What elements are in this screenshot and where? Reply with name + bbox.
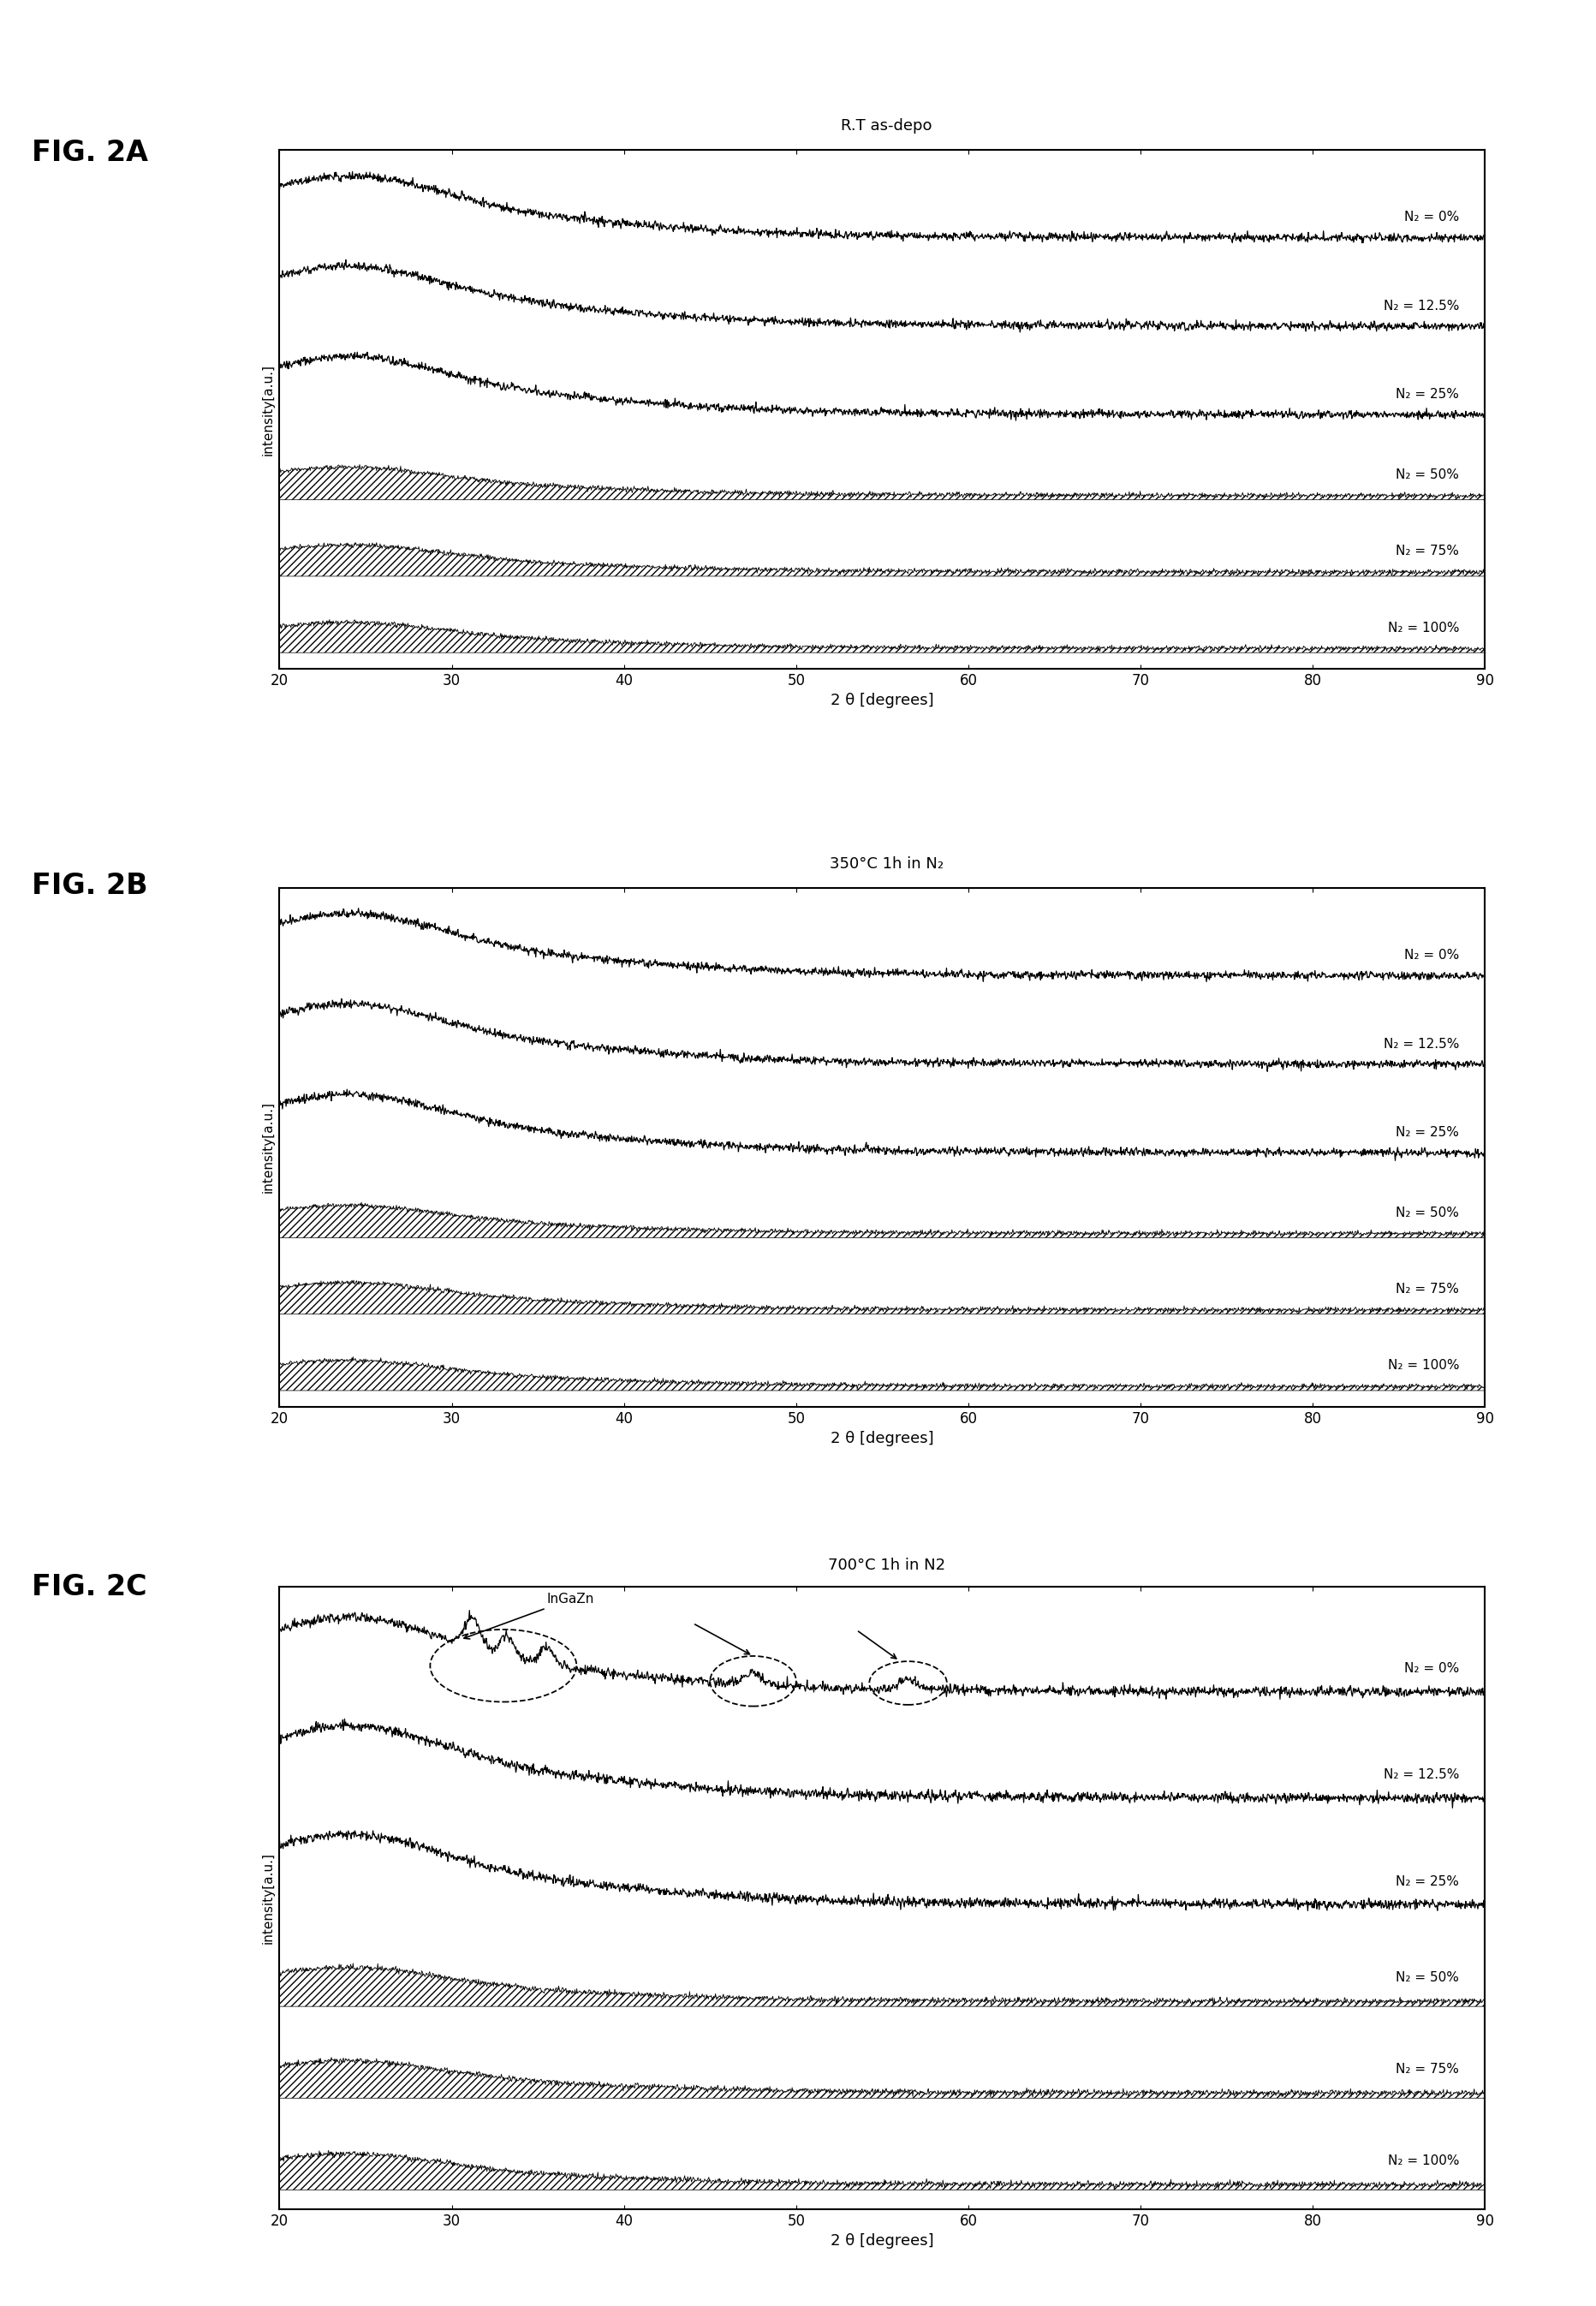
Text: FIG. 2A: FIG. 2A xyxy=(32,138,148,166)
Text: N₂ = 75%: N₂ = 75% xyxy=(1395,2064,1459,2075)
Text: N₂ = 25%: N₂ = 25% xyxy=(1395,1875,1459,1889)
Y-axis label: intensity[a.u.]: intensity[a.u.] xyxy=(262,1852,275,1944)
Text: N₂ = 75%: N₂ = 75% xyxy=(1395,1282,1459,1296)
Text: N₂ = 0%: N₂ = 0% xyxy=(1403,1663,1459,1676)
Text: 350°C 1h in N₂: 350°C 1h in N₂ xyxy=(828,856,943,872)
Text: N₂ = 12.5%: N₂ = 12.5% xyxy=(1382,300,1459,311)
Text: N₂ = 100%: N₂ = 100% xyxy=(1387,2154,1459,2168)
Text: N₂ = 12.5%: N₂ = 12.5% xyxy=(1382,1769,1459,1783)
Text: N₂ = 50%: N₂ = 50% xyxy=(1395,468,1459,482)
Text: FIG. 2C: FIG. 2C xyxy=(32,1573,147,1600)
X-axis label: 2 θ [degrees]: 2 θ [degrees] xyxy=(830,694,934,708)
Text: R.T as-depo: R.T as-depo xyxy=(839,118,932,134)
Text: N₂ = 25%: N₂ = 25% xyxy=(1395,387,1459,401)
Text: N₂ = 50%: N₂ = 50% xyxy=(1395,1206,1459,1220)
Text: N₂ = 100%: N₂ = 100% xyxy=(1387,620,1459,634)
Text: N₂ = 0%: N₂ = 0% xyxy=(1403,212,1459,224)
X-axis label: 2 θ [degrees]: 2 θ [degrees] xyxy=(830,1432,934,1446)
Text: FIG. 2B: FIG. 2B xyxy=(32,872,148,899)
Text: N₂ = 12.5%: N₂ = 12.5% xyxy=(1382,1038,1459,1049)
Text: N₂ = 0%: N₂ = 0% xyxy=(1403,950,1459,962)
Text: N₂ = 25%: N₂ = 25% xyxy=(1395,1125,1459,1139)
Text: N₂ = 75%: N₂ = 75% xyxy=(1395,544,1459,558)
Text: N₂ = 100%: N₂ = 100% xyxy=(1387,1358,1459,1372)
Text: 700°C 1h in N2: 700°C 1h in N2 xyxy=(827,1557,945,1573)
X-axis label: 2 θ [degrees]: 2 θ [degrees] xyxy=(830,2235,934,2248)
Y-axis label: intensity[a.u.]: intensity[a.u.] xyxy=(262,1102,275,1192)
Y-axis label: intensity[a.u.]: intensity[a.u.] xyxy=(262,364,275,454)
Text: N₂ = 50%: N₂ = 50% xyxy=(1395,1972,1459,1983)
Text: InGaZn: InGaZn xyxy=(464,1593,594,1640)
